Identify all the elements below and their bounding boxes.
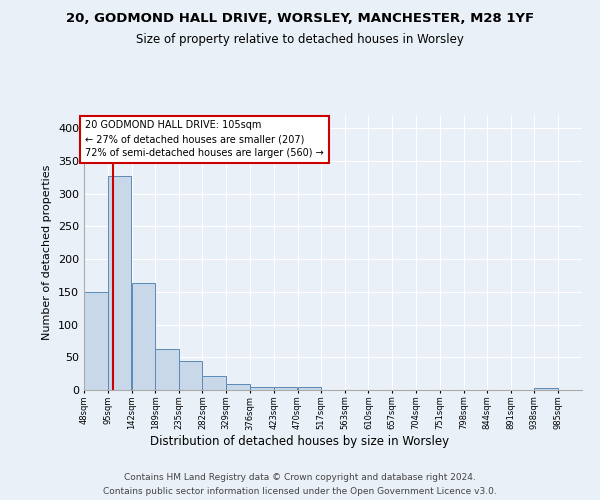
Bar	[202, 376, 226, 390]
Bar	[179, 361, 202, 390]
Y-axis label: Number of detached properties: Number of detached properties	[43, 165, 52, 340]
Text: Size of property relative to detached houses in Worsley: Size of property relative to detached ho…	[136, 32, 464, 46]
Bar	[250, 388, 274, 390]
Text: 20, GODMOND HALL DRIVE, WORSLEY, MANCHESTER, M28 1YF: 20, GODMOND HALL DRIVE, WORSLEY, MANCHES…	[66, 12, 534, 26]
Text: 20 GODMOND HALL DRIVE: 105sqm
← 27% of detached houses are smaller (207)
72% of : 20 GODMOND HALL DRIVE: 105sqm ← 27% of d…	[85, 120, 324, 158]
Bar	[131, 284, 155, 390]
Bar	[535, 388, 558, 390]
Text: Distribution of detached houses by size in Worsley: Distribution of detached houses by size …	[151, 435, 449, 448]
Bar	[274, 388, 298, 390]
Bar	[226, 384, 250, 390]
Bar	[84, 292, 107, 390]
Bar	[155, 349, 179, 390]
Bar	[108, 176, 131, 390]
Text: Contains public sector information licensed under the Open Government Licence v3: Contains public sector information licen…	[103, 488, 497, 496]
Text: Contains HM Land Registry data © Crown copyright and database right 2024.: Contains HM Land Registry data © Crown c…	[124, 472, 476, 482]
Bar	[298, 388, 321, 390]
